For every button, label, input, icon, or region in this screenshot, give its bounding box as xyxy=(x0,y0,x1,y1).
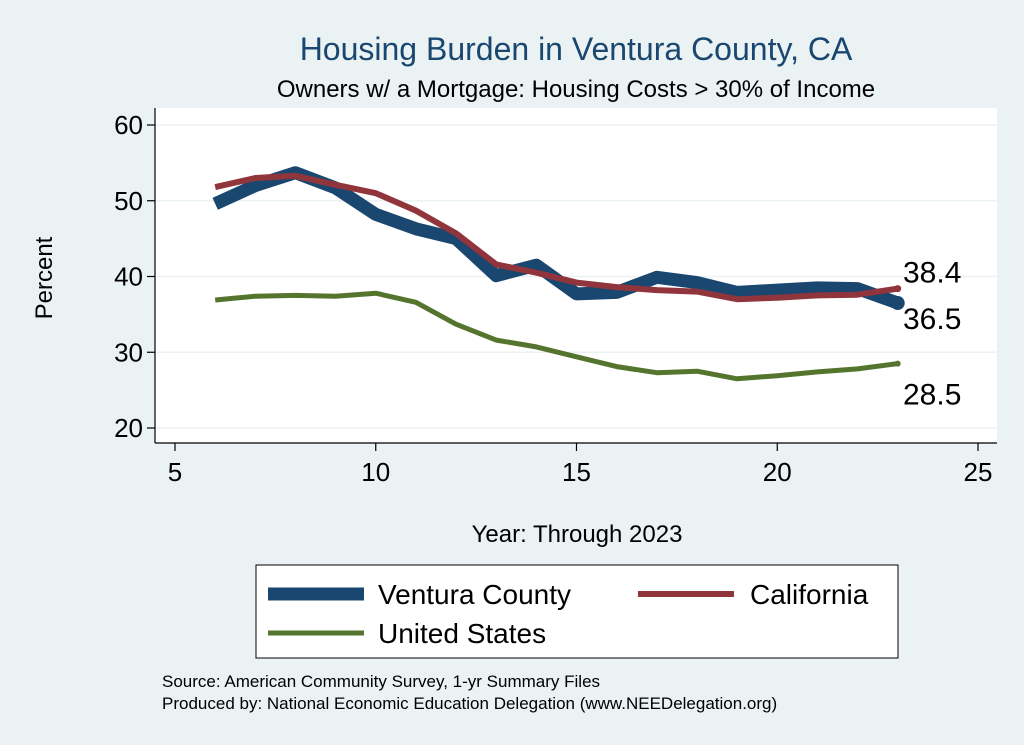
legend-label-united-states: United States xyxy=(378,618,546,649)
end-point-california xyxy=(894,285,902,293)
x-tick-label-20: 20 xyxy=(763,457,792,487)
series-lines xyxy=(212,166,905,382)
series-line-united-states xyxy=(214,290,899,382)
axes: 20 30 40 50 60 5 10 15 20 25 xyxy=(114,108,997,487)
end-label-california: 38.4 xyxy=(903,257,961,290)
end-point-ventura-county xyxy=(890,296,905,311)
end-label-ventura-county: 36.5 xyxy=(903,303,961,336)
plot-area xyxy=(155,108,997,443)
y-tick-label-30: 30 xyxy=(114,337,143,367)
produced-by-note: Produced by: National Economic Education… xyxy=(162,694,777,713)
x-tick-label-25: 25 xyxy=(964,457,993,487)
x-tick-label-5: 5 xyxy=(168,457,182,487)
end-label-united-states: 28.5 xyxy=(903,379,961,412)
end-point-united-states xyxy=(894,360,901,367)
x-tick-label-15: 15 xyxy=(562,457,591,487)
legend: Ventura County California United States xyxy=(268,579,869,649)
y-axis-title: Percent xyxy=(31,236,58,319)
series-line-california xyxy=(214,172,899,303)
y-tick-label-50: 50 xyxy=(114,186,143,216)
legend-box xyxy=(255,564,899,659)
y-tick-label-20: 20 xyxy=(114,413,143,443)
y-tick-label-40: 40 xyxy=(114,262,143,292)
legend-label-ventura-county: Ventura County xyxy=(378,579,571,610)
legend-label-california: California xyxy=(750,579,869,610)
gridlines xyxy=(155,124,997,429)
source-note: Source: American Community Survey, 1-yr … xyxy=(162,672,600,691)
x-axis-title: Year: Through 2023 xyxy=(472,521,683,548)
chart-title: Housing Burden in Ventura County, CA xyxy=(300,31,853,67)
x-tick-label-10: 10 xyxy=(361,457,390,487)
y-tick-label-60: 60 xyxy=(114,110,143,140)
end-labels: 36.5 38.4 28.5 xyxy=(903,257,961,412)
chart-subtitle: Owners w/ a Mortgage: Housing Costs > 30… xyxy=(277,76,875,103)
